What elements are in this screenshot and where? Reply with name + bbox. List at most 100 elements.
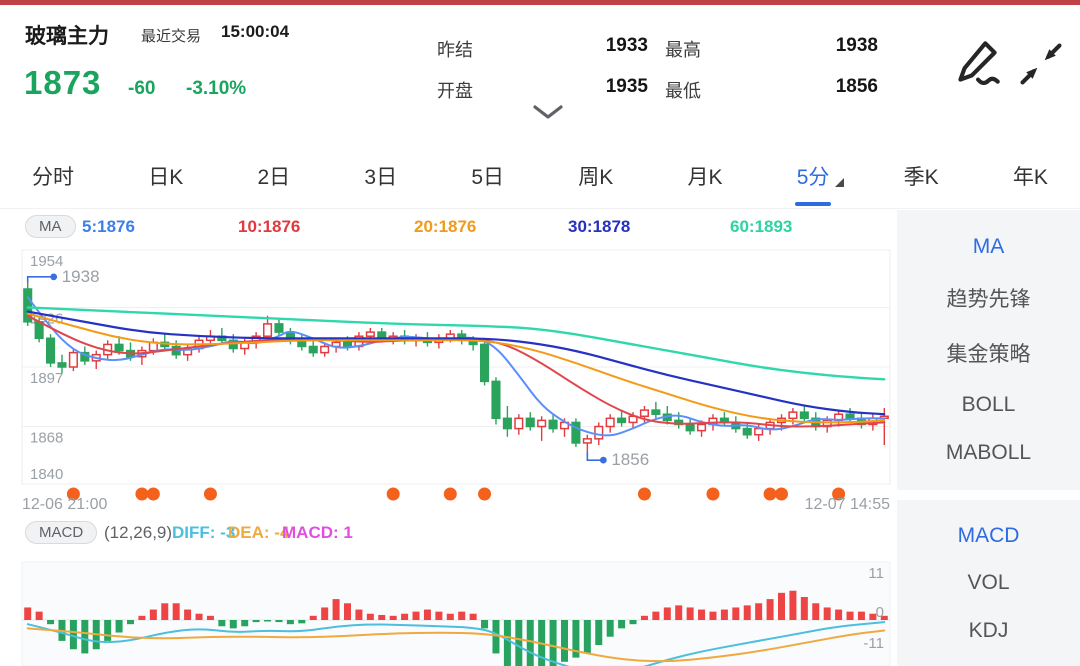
tab-yearly-k[interactable]: 年K xyxy=(1011,143,1050,209)
sidebar-item-boll[interactable]: BOLL xyxy=(961,392,1016,416)
macd-bar xyxy=(332,599,340,620)
macd-y-label: 0 xyxy=(876,604,884,621)
macd-bar xyxy=(69,620,77,650)
macd-bar xyxy=(583,620,591,654)
candle xyxy=(365,331,375,337)
diff-value: DIFF: -3 xyxy=(172,523,236,542)
high-label: 最高 xyxy=(665,40,701,60)
sidebar-item-vol[interactable]: VOL xyxy=(967,571,1010,594)
macd-bar xyxy=(401,613,409,620)
ma10-value: 10:1876 xyxy=(238,217,301,236)
macd-bar xyxy=(766,599,774,620)
candle xyxy=(320,345,330,354)
candle xyxy=(274,323,284,333)
macd-bar xyxy=(686,607,694,620)
tab-5day-k[interactable]: 5日 xyxy=(469,143,506,209)
y-axis-label: 1897 xyxy=(30,370,63,387)
sidebar-item-macd[interactable]: MACD xyxy=(957,523,1020,547)
macd-chart[interactable]: 11 0 -11 xyxy=(0,556,897,666)
sidebar-item-maboll[interactable]: MABOLL xyxy=(945,441,1032,465)
macd-bar xyxy=(720,609,728,620)
tab-2day-k[interactable]: 2日 xyxy=(255,143,292,209)
macd-bar xyxy=(778,592,785,620)
macd-bar xyxy=(663,607,671,620)
candle xyxy=(537,419,547,428)
tab-3day-k[interactable]: 3日 xyxy=(362,143,399,209)
tab-5min-k[interactable]: 5分 xyxy=(795,143,845,209)
pen-icon xyxy=(958,41,1000,86)
dea-value: DEA: -4 xyxy=(228,523,290,542)
event-dot xyxy=(478,487,492,501)
tab-weekly-k[interactable]: 周K xyxy=(576,143,615,209)
macd-bar xyxy=(286,620,294,625)
draw-tool-button[interactable] xyxy=(948,36,1006,95)
macd-bar xyxy=(206,615,214,620)
collapse-button[interactable] xyxy=(1016,40,1066,93)
candle xyxy=(799,411,809,420)
candle xyxy=(57,362,67,368)
candle xyxy=(788,411,798,420)
macd-bar xyxy=(149,609,157,620)
macd-bar xyxy=(366,613,374,620)
candle xyxy=(502,417,512,430)
candle xyxy=(617,417,627,424)
x-axis-start-label: 12-06 21:00 xyxy=(22,496,108,513)
macd-bar xyxy=(572,620,580,658)
candle xyxy=(342,341,353,348)
candle xyxy=(308,345,318,354)
ma-badge[interactable]: MA xyxy=(25,215,76,238)
candle xyxy=(639,409,649,418)
event-dot xyxy=(146,487,160,501)
macd-badge[interactable]: MACD xyxy=(25,521,98,544)
price-change: -60 xyxy=(128,78,156,99)
macd-value: MACD: 1 xyxy=(282,523,353,542)
macd-bar xyxy=(481,620,489,629)
macd-bar xyxy=(561,620,568,662)
macd-bar xyxy=(275,620,283,623)
tab-daily-k[interactable]: 日K xyxy=(146,143,185,209)
tab-quarterly-k[interactable]: 季K xyxy=(902,143,941,209)
macd-indicator-bar: MACD (12,26,9): DIFF: -3 DEA: -4 MACD: 1 xyxy=(0,514,897,556)
macd-bar xyxy=(229,620,237,629)
y-axis-label: 1840 xyxy=(30,466,63,483)
sidebar-item-ma[interactable]: MA xyxy=(972,234,1005,258)
macd-bar xyxy=(378,614,386,620)
expand-stats-button[interactable] xyxy=(532,104,566,126)
macd-y-label: 11 xyxy=(868,565,884,582)
event-dot xyxy=(443,487,457,501)
candle xyxy=(742,427,752,436)
tab-monthly-k[interactable]: 月K xyxy=(686,143,725,209)
candle xyxy=(594,425,604,440)
macd-bar xyxy=(298,620,306,624)
macd-bar xyxy=(835,609,843,620)
macd-bar xyxy=(104,620,112,641)
sub-indicator-menu: MACD VOL KDJ xyxy=(897,500,1080,666)
event-dot xyxy=(775,487,788,501)
tab-label: 年K xyxy=(1012,165,1048,189)
candle xyxy=(46,337,56,364)
candle xyxy=(548,419,558,430)
event-dot xyxy=(203,487,217,501)
macd-bar xyxy=(526,620,534,666)
symbol-name: 玻璃主力 xyxy=(25,25,109,48)
macd-bar xyxy=(880,615,888,620)
macd-bar xyxy=(732,607,740,620)
macd-bar xyxy=(755,603,763,620)
sidebar-item-jijin-strategy[interactable]: 集金策略 xyxy=(946,342,1031,366)
tab-minute[interactable]: 分时 xyxy=(30,143,76,209)
sidebar-item-trend-pioneer[interactable]: 趋势先锋 xyxy=(946,288,1031,312)
open-label: 开盘 xyxy=(437,81,473,101)
tab-label: 5日 xyxy=(471,165,505,189)
low-marker-dot xyxy=(599,456,607,464)
sidebar-item-kdj[interactable]: KDJ xyxy=(968,618,1009,642)
prev-settle-value: 1933 xyxy=(605,35,648,56)
macd-bar xyxy=(309,615,317,620)
period-tab-bar: 分时 日K 2日 3日 5日 周K 月K 5分 季K 年K xyxy=(0,143,1080,209)
candle xyxy=(491,380,501,420)
ma60-value: 60:1893 xyxy=(730,217,793,236)
tab-label: 日K xyxy=(148,165,184,189)
macd-bar xyxy=(218,620,226,627)
tab-label: 季K xyxy=(903,165,939,189)
macd-bar xyxy=(47,620,55,625)
